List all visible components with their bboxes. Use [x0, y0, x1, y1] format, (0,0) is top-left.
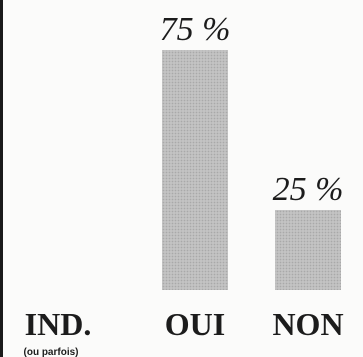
data-label-oui: 75 % [160, 11, 231, 48]
bar-chart: IND. (ou parfois) 75 % OUI 25 % NON [24, 11, 344, 357]
category-label-non: NON [272, 306, 343, 342]
category-label-oui: OUI [165, 306, 225, 342]
bar-oui [162, 50, 228, 290]
category-label-ind: IND. [25, 306, 92, 342]
category-note-ind: (ou parfois) [24, 347, 79, 357]
data-label-non: 25 % [273, 171, 344, 208]
bar-non [275, 210, 341, 290]
